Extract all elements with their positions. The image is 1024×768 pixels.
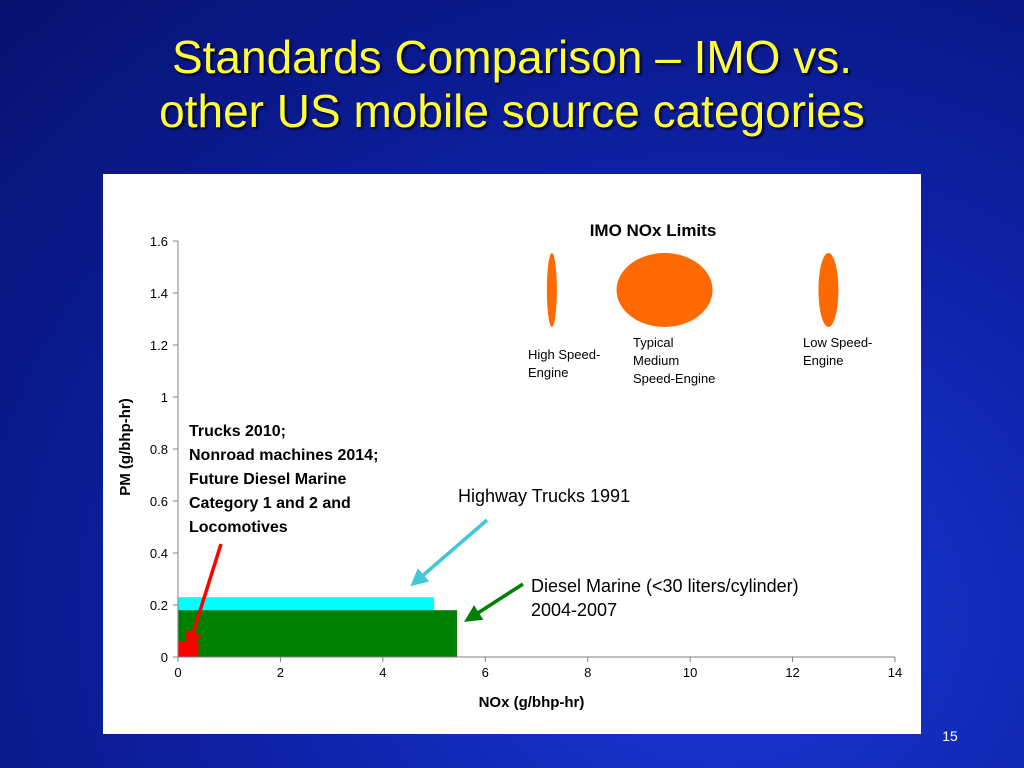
imo-title: IMO NOx Limits — [590, 221, 717, 240]
imo-low-speed-label: Low Speed- — [803, 335, 872, 350]
imo-low-speed-ellipse — [818, 253, 839, 327]
x-tick-label: 8 — [584, 665, 591, 680]
x-axis-label: NOx (g/bhp-hr) — [479, 694, 585, 711]
imo-high-speed-label: Engine — [528, 365, 568, 380]
x-tick-label: 0 — [174, 665, 181, 680]
imo-high-speed-ellipse — [546, 253, 557, 327]
trucks-2010-label: Category 1 and 2 and — [189, 495, 351, 512]
x-tick-label: 4 — [379, 665, 386, 680]
slide-title-line-1: Standards Comparison – IMO vs. — [171, 31, 853, 83]
imo-medium-speed-ellipse — [616, 253, 713, 327]
y-tick-label: 0 — [161, 650, 168, 665]
y-tick-label: 0.2 — [150, 598, 168, 613]
diesel-marine-label: Diesel Marine (<30 liters/cylinder) — [531, 576, 799, 596]
y-axis-label: PM (g/bhp-hr) — [117, 398, 134, 495]
trucks-2010-label: Future Diesel Marine — [189, 471, 346, 488]
slide-number: 15 — [942, 728, 958, 744]
imo-medium-speed-label: Typical — [633, 335, 674, 350]
y-tick-label: 0.6 — [150, 494, 168, 509]
x-tick-label: 14 — [888, 665, 902, 680]
imo-medium-speed-label: Speed-Engine — [633, 371, 715, 386]
x-tick-label: 6 — [482, 665, 489, 680]
trucks-2010-label: Locomotives — [189, 519, 288, 536]
y-tick-label: 0.4 — [150, 546, 168, 561]
chart-svg: 0 0.2 0.4 0.6 0.8 1 1.2 1.4 1.6 0 2 4 6 8 10 12 14 NOx (g… — [117, 221, 902, 711]
slide-title-line-2: other US mobile source categories — [159, 85, 865, 137]
y-tick-label: 0.8 — [150, 442, 168, 457]
y-tick-label: 1.6 — [150, 234, 168, 249]
slide-title: Standards Comparison – IMO vs. other US … — [0, 30, 1024, 138]
imo-low-speed-label: Engine — [803, 353, 843, 368]
x-tick-label: 2 — [277, 665, 284, 680]
y-tick-label: 1 — [161, 390, 168, 405]
y-tick-label: 1.2 — [150, 338, 168, 353]
diesel-marine-label: 2004-2007 — [531, 600, 617, 620]
y-tick-label: 1.4 — [150, 286, 168, 301]
imo-medium-speed-label: Medium — [633, 353, 679, 368]
x-tick-label: 10 — [683, 665, 697, 680]
trucks-2010-arrow — [184, 543, 223, 650]
trucks-2010-label: Trucks 2010; — [189, 423, 286, 440]
x-tick-label: 12 — [785, 665, 799, 680]
imo-high-speed-label: High Speed- — [528, 347, 600, 362]
diesel-marine-arrow — [464, 582, 524, 622]
chart-panel: 0 0.2 0.4 0.6 0.8 1 1.2 1.4 1.6 0 2 4 6 8 10 12 14 NOx (g… — [103, 174, 921, 734]
highway-trucks-1991-arrow — [410, 518, 489, 587]
highway-trucks-1991-label: Highway Trucks 1991 — [458, 486, 630, 506]
region-diesel-marine-2004-2007 — [178, 610, 458, 657]
trucks-2010-label: Nonroad machines 2014; — [189, 447, 378, 464]
